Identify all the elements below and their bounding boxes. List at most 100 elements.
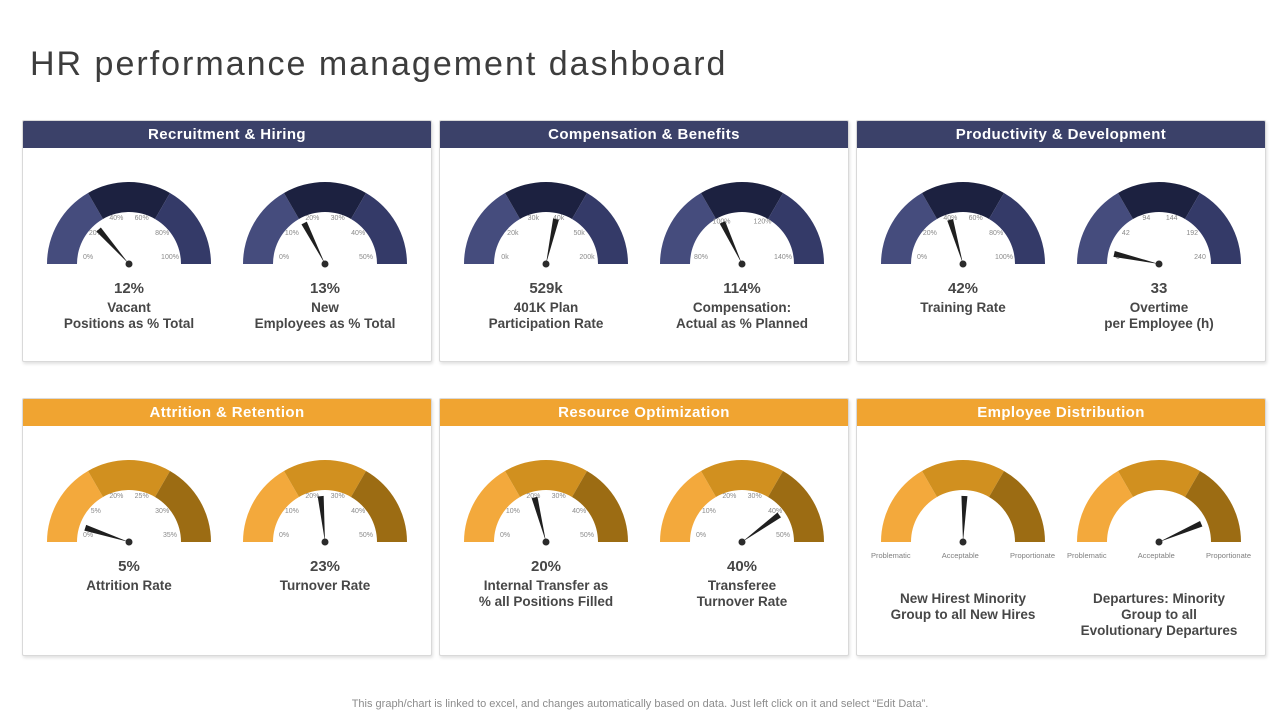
gauge-chart[interactable]: 0% 5% 20% 25% 30% 35% [36,452,222,548]
gauge-employee-distribution-0: Problematic Acceptable Proportionate New Hi… [870,452,1056,639]
gauge-pivot-dot [542,260,550,268]
panel-gauges: 0k 20k 30k 40k 50k 200k 529k 401K Plan Participa… [440,148,848,332]
gauge-needle [96,227,129,264]
panel-compensation-benefits: Compensation & Benefits 0k 20k 30k 40k 50k 200… [439,120,849,362]
gauge-value: 12% [113,280,145,297]
gauge-category-label: Problematic [1067,551,1107,560]
gauge-label: New Hirest Minority Group to all New Hire… [870,591,1056,623]
gauge-chart[interactable] [1066,452,1252,548]
gauge-needle [1159,520,1203,542]
gauge-label-line: % all Positions Filled [478,594,614,609]
panel-header-productivity-development: Productivity & Development [857,121,1265,148]
gauge-attrition-retention-0: 0% 5% 20% 25% 30% 35% 5% Attrition Rate [36,452,222,594]
gauge-segment [1118,460,1200,497]
gauge-segment [768,470,824,542]
gauge-tick-label: 0k [501,254,509,261]
gauge-needle [84,524,129,542]
gauge-segment [701,182,783,219]
gauge-chart[interactable]: 0% 10% 20% 30% 40% 50% [649,452,835,548]
panel-header-employee-distribution: Employee Distribution [857,399,1265,426]
gauge-tick-label: 0% [83,532,93,539]
panel-gauges: 0% 10% 20% 30% 40% 50% 20% Internal Transfer as… [440,426,848,610]
gauge-tick-label: 40% [768,508,782,515]
gauge-compensation-benefits-0: 0k 20k 30k 40k 50k 200k 529k 401K Plan Participa… [453,174,639,332]
gauge-tick-label: 100% [995,254,1013,261]
gauge-productivity-development-1: 0429414419224033Overtimeper Employee (h) [1066,174,1252,332]
gauge-tick-label: 50k [574,230,586,237]
gauge-chart[interactable]: 0% 10% 20% 30% 40% 50% [453,452,639,548]
gauge-tick-label: 20% [923,230,937,237]
gauge-pivot-dot [125,260,133,268]
gauge-label-line: Employees as % Total [254,316,396,331]
gauge-recruitment-hiring-1: 0% 10% 20% 30% 40% 50% 13% New Employees as % To… [232,174,418,332]
gauge-tick-label: 50% [776,532,790,539]
gauge-label-line: Transferee [707,578,777,593]
panel-header-recruitment-hiring: Recruitment & Hiring [23,121,431,148]
gauge-value: 20% [530,558,562,575]
footer-note: This graph/chart is linked to excel, and… [351,698,929,710]
gauge-chart[interactable] [870,452,1056,548]
gauge-tick-label: 60% [135,215,149,222]
gauge-chart[interactable]: 80% 100% 120% 140% [649,174,835,270]
gauge-needle [317,495,325,542]
gauge-segment [88,460,170,497]
gauge-segment [701,460,783,497]
gauge-segment [155,470,211,542]
gauge-segment [505,182,587,219]
gauge-tick-label: 40% [109,215,123,222]
gauge-tick-label: 0% [917,254,927,261]
gauge-tick-label: 0% [500,532,510,539]
gauge-label-line: Attrition Rate [86,578,172,593]
gauge-segment [88,182,170,219]
gauge-label-line: Evolutionary Departures [1080,623,1238,638]
gauge-tick-label: 10% [702,508,716,515]
gauge-needle [719,221,742,264]
gauge-employee-distribution-1: Problematic Acceptable Proportionate Depart… [1066,452,1252,639]
gauge-chart[interactable]: 0% 10% 20% 30% 40% 50% [232,452,418,548]
gauge-label-line: Overtime [1129,300,1189,315]
gauge-label-line: Compensation: [692,300,792,315]
gauge-segment [989,470,1045,542]
gauge-segment [922,460,1004,497]
panel-employee-distribution: Employee Distribution Problematic Acceptab… [856,398,1266,656]
gauge-segment [572,192,628,264]
gauge-tick-label: 10% [285,508,299,515]
gauge-label: Compensation: Actual as % Planned [649,300,835,332]
gauge-chart[interactable]: 0% 20% 40% 60% 80% 100% [36,174,222,270]
gauge-pivot-dot [542,538,550,546]
panel-gauges: 0%20%40%60%80%100%42%Training Rate042941… [857,148,1265,332]
gauge-tick-label: 40% [943,215,957,222]
gauge-needle [531,496,546,542]
gauge-tick-label: 0% [696,532,706,539]
gauge-tick-label: 0% [279,532,289,539]
gauge-label: Attrition Rate [36,578,222,594]
gauge-label-line: Training Rate [920,300,1006,315]
gauge-productivity-development-0: 0% 20% 40% 60% 80% 100% 42% Training Rate [870,174,1056,332]
gauge-tick-label: 80% [694,254,708,261]
gauge-tick-label: 20% [305,215,319,222]
gauge-tick-label: 40% [572,508,586,515]
gauge-pivot-dot [1155,260,1163,268]
gauge-value: 23% [309,558,341,575]
gauge-chart[interactable]: 0% 10% 20% 30% 40% 50% [232,174,418,270]
gauge-label-line: New Hirest Minority [899,591,1027,606]
gauge-tick-label: 140% [774,254,792,261]
gauge-value: 5% [118,558,140,575]
gauge-segment [989,192,1045,264]
gauge-label-line: Departures: Minority [1092,591,1226,606]
gauge-tick-label: 50% [580,532,594,539]
gauge-needle [947,218,963,264]
gauge-tick-label: 100% [161,254,179,261]
gauge-chart[interactable]: 0% 20% 40% 60% 80% 100% [870,174,1056,270]
gauge-tick-label: 144 [1166,215,1178,222]
dashboard-row-bottom: Attrition & Retention 0% 5% 20% 25% 30% 35% 5% A… [22,398,1266,656]
gauge-tick-label: 10% [506,508,520,515]
gauge-tick-label: 40k [553,215,565,222]
gauge-chart[interactable]: 04294144192240 [1066,174,1252,270]
panel-header-resource-optimization: Resource Optimization [440,399,848,426]
gauge-chart[interactable]: 0k 20k 30k 40k 50k 200k [453,174,639,270]
gauge-label: Overtime per Employee (h) [1066,300,1252,332]
gauge-label-line: Internal Transfer as [483,578,609,593]
gauge-label: Vacant Positions as % Total [36,300,222,332]
panel-productivity-development: Productivity & Development 0% 20% 40% 60% 80%… [856,120,1266,362]
